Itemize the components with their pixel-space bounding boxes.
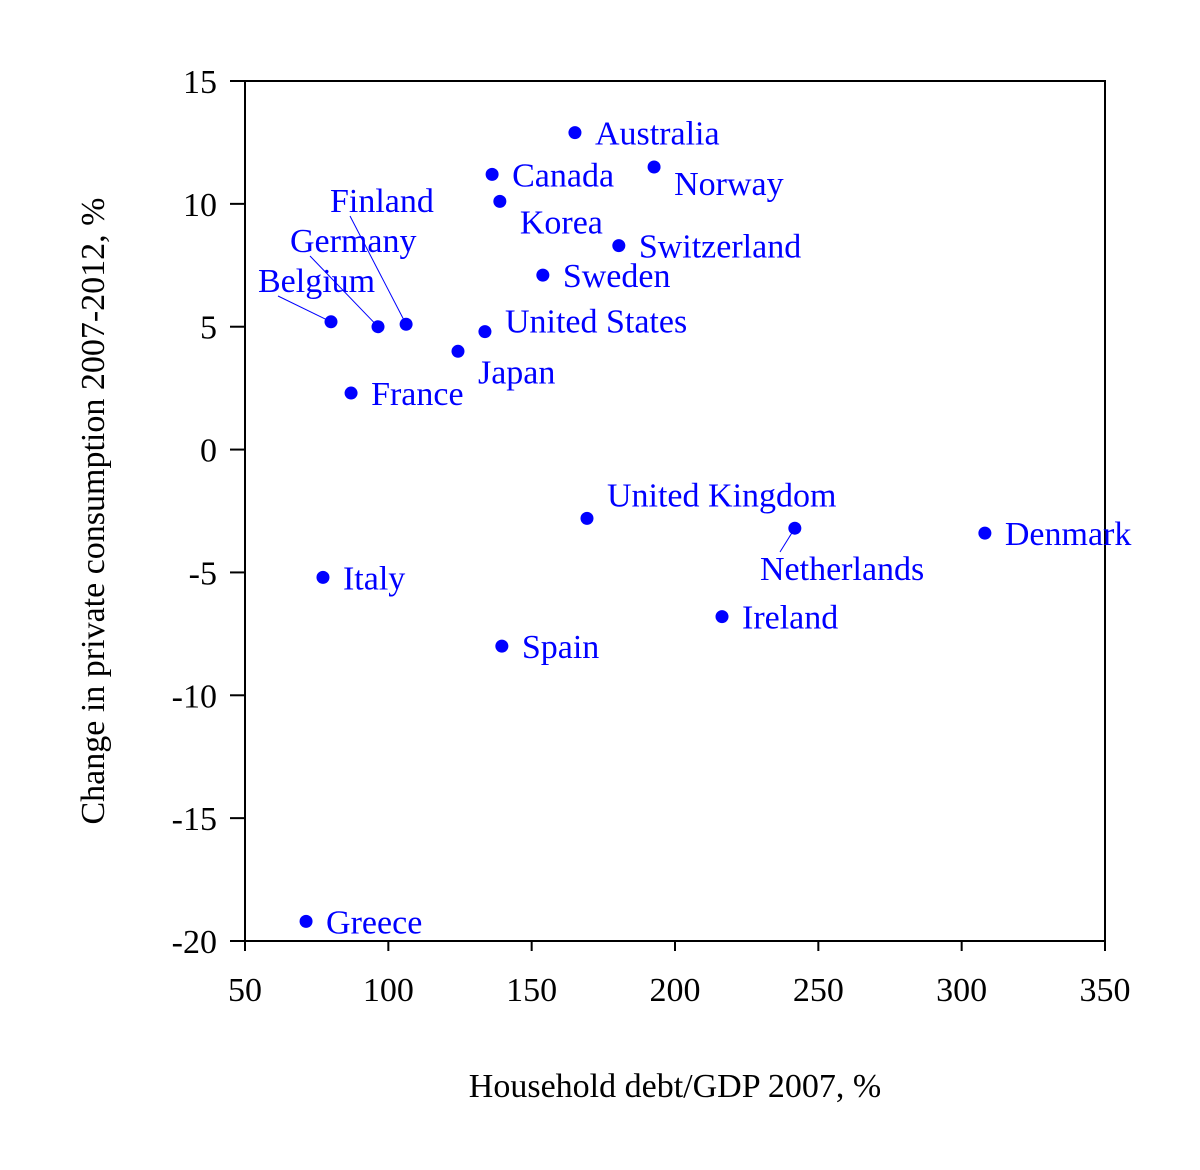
- point-label: Italy: [343, 560, 405, 597]
- point-label: United States: [505, 304, 687, 341]
- data-point: [568, 126, 582, 140]
- point-label: Sweden: [563, 258, 671, 295]
- point-label: Germany: [290, 223, 417, 260]
- data-point: [715, 610, 729, 624]
- data-point: [399, 317, 413, 331]
- point-label: Australia: [595, 116, 720, 153]
- y-tick-label: -10: [172, 678, 217, 715]
- data-point: [495, 639, 509, 653]
- data-point: [371, 320, 385, 334]
- data-point: [451, 344, 465, 358]
- label-leader-line: [349, 215, 407, 325]
- point-label: Finland: [330, 183, 434, 220]
- data-point: [485, 167, 499, 181]
- y-tick-label: 5: [200, 310, 217, 347]
- y-tick-label: 0: [200, 433, 217, 470]
- point-label: United Kingdom: [607, 477, 836, 514]
- point-label: Spain: [522, 629, 599, 666]
- data-point: [788, 521, 802, 535]
- data-point: [580, 511, 594, 525]
- point-label: Norway: [674, 166, 784, 203]
- data-point: [493, 194, 507, 208]
- x-axis: 50 100 150 200 250 300 350: [228, 941, 1131, 1009]
- data-points: Australia Norway Canada Korea SwitzerlandSwe…: [258, 116, 1131, 942]
- x-tick-label: 250: [793, 972, 844, 1009]
- y-tick-label: -20: [172, 924, 217, 961]
- data-point: [344, 386, 358, 400]
- data-point: [612, 239, 626, 253]
- y-axis-label: Change in private consumption 2007-2012,…: [75, 197, 112, 824]
- point-label: Denmark: [1005, 516, 1132, 553]
- point-label: Switzerland: [639, 229, 801, 266]
- label-leader-line: [309, 255, 379, 328]
- point-label: Greece: [326, 904, 422, 941]
- label-leader-line: [277, 295, 332, 323]
- x-tick-label: 200: [650, 972, 701, 1009]
- data-point: [316, 570, 330, 584]
- y-axis: -20 -15 -10 -5 0 5 10 15: [172, 64, 245, 961]
- y-tick-label: 10: [183, 187, 217, 224]
- x-tick-label: 300: [936, 972, 987, 1009]
- x-tick-label: 100: [363, 972, 414, 1009]
- point-label: Netherlands: [760, 551, 924, 588]
- point-label: Japan: [478, 354, 555, 391]
- data-point: [299, 914, 313, 928]
- x-tick-label: 150: [506, 972, 557, 1009]
- data-point: [536, 268, 550, 282]
- y-tick-label: -15: [172, 801, 217, 838]
- point-label: Ireland: [742, 600, 838, 637]
- point-label: Belgium: [258, 263, 375, 300]
- point-label: Canada: [512, 157, 614, 194]
- data-point: [324, 315, 338, 329]
- data-point: [978, 526, 992, 540]
- y-tick-label: 15: [183, 64, 217, 101]
- data-point: [647, 160, 661, 174]
- x-tick-label: 350: [1080, 972, 1131, 1009]
- y-tick-label: -5: [189, 555, 217, 592]
- x-tick-label: 50: [228, 972, 262, 1009]
- point-label: Korea: [520, 204, 603, 241]
- data-point: [478, 325, 492, 339]
- point-label: France: [371, 376, 464, 413]
- x-axis-label: Household debt/GDP 2007, %: [469, 1068, 881, 1105]
